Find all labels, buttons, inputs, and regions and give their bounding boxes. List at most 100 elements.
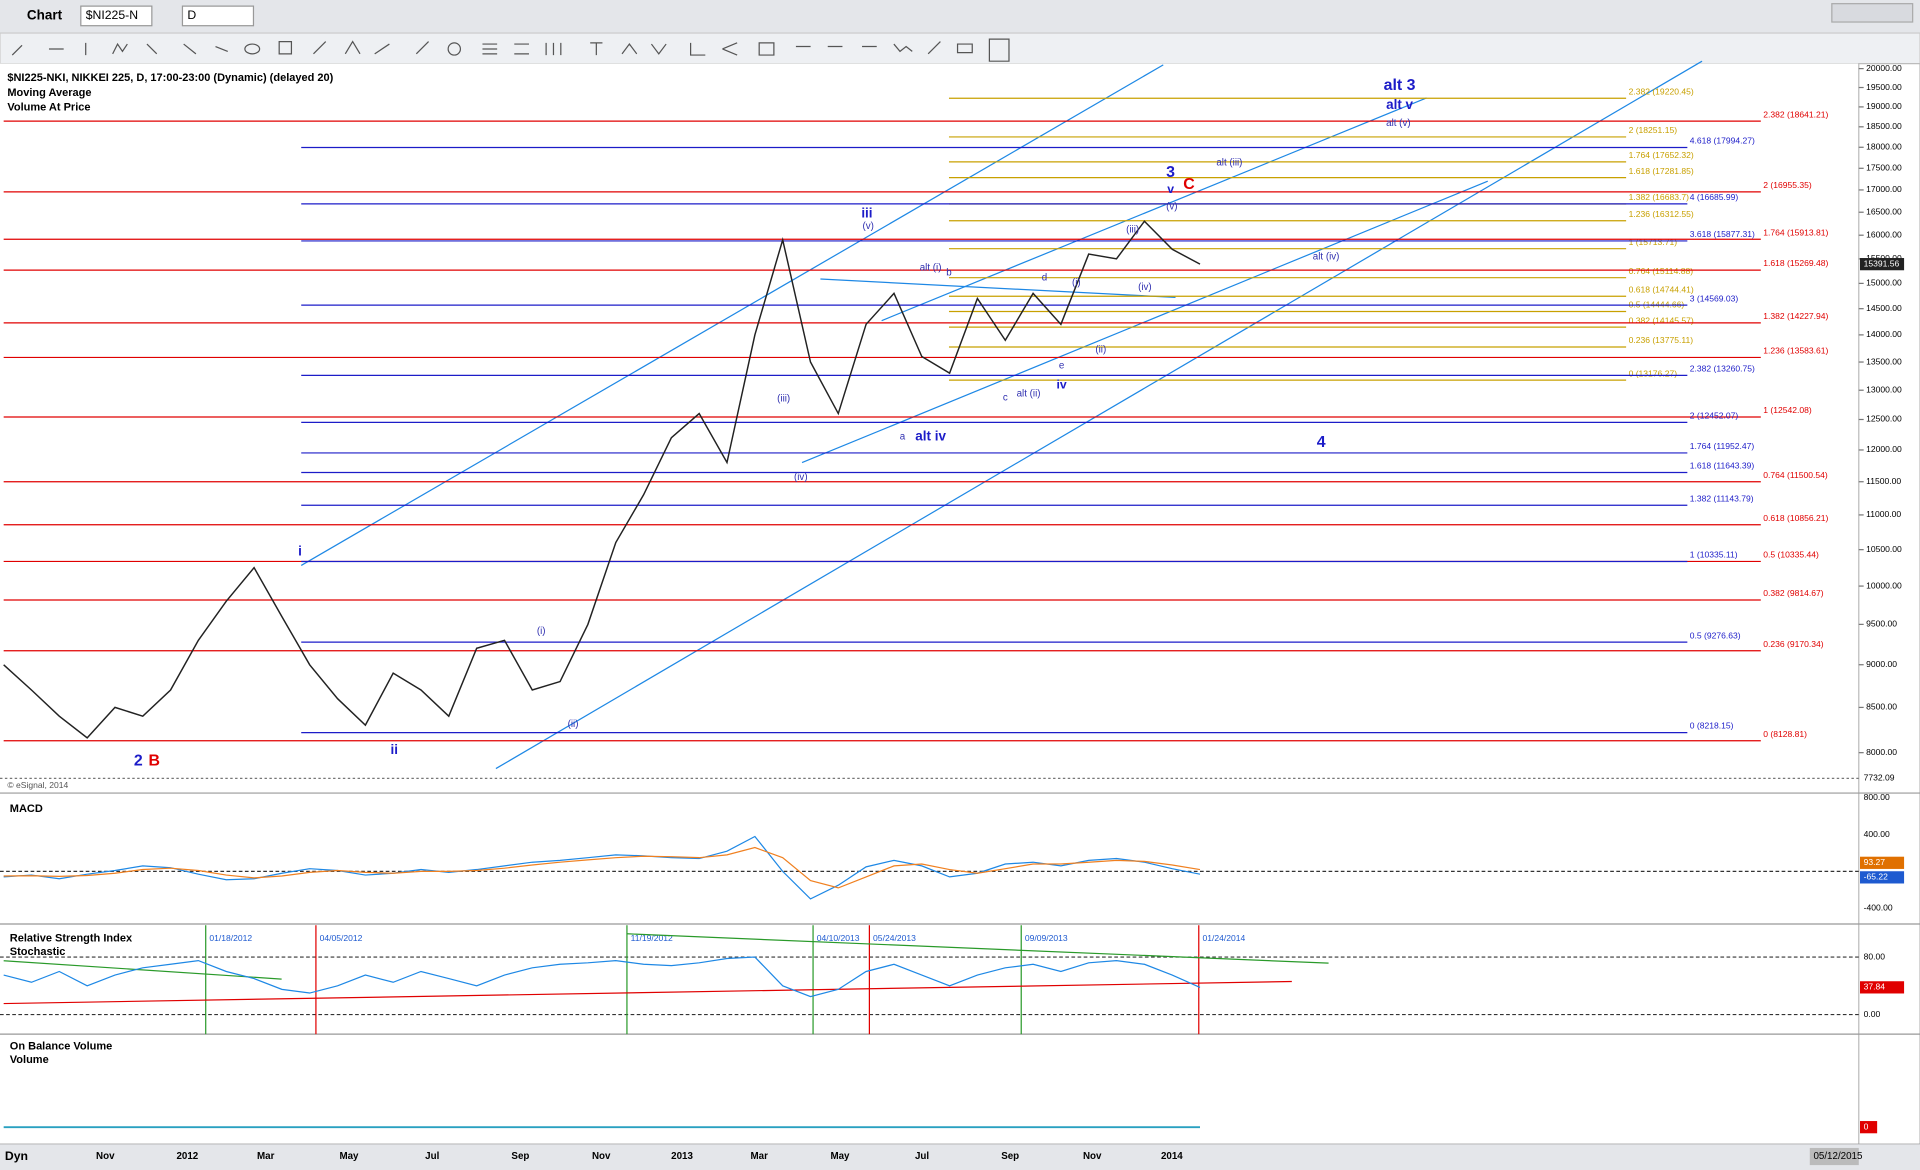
fib-label: 0.382 (9814.67)	[1763, 588, 1824, 598]
wave-label: (iii)	[1126, 225, 1139, 236]
symbol-box[interactable]	[80, 5, 153, 27]
fib-label: 0.764 (15114.88)	[1629, 266, 1694, 276]
price-tick-label: 14000.00	[1866, 329, 1902, 339]
price-tick-label: 17000.00	[1866, 184, 1902, 194]
price-tick-label: 14500.00	[1866, 303, 1902, 313]
pane-title: Relative Strength Index	[10, 933, 133, 945]
chart-header: Moving Average	[7, 87, 91, 99]
wave-label: (iv)	[1138, 282, 1152, 293]
time-label: Nov	[592, 1151, 611, 1162]
symbol[interactable]: $NI225-N	[86, 8, 138, 22]
wave-label: 2	[134, 752, 143, 769]
wave-label: alt iv	[915, 428, 946, 443]
window-title: Chart	[27, 7, 63, 22]
fib-label: 2 (18251.15)	[1629, 125, 1678, 135]
price-box-label: -65.22	[1864, 872, 1888, 882]
wave-label: c	[1003, 392, 1008, 403]
rsi-line	[3, 956, 1201, 998]
wave-label: alt (v)	[1386, 118, 1410, 129]
wave-label: (iv)	[794, 472, 808, 483]
price-tick-label: 17500.00	[1866, 163, 1902, 173]
price-tick-label: 19000.00	[1866, 101, 1902, 111]
fib-label: 0.5 (9276.63)	[1690, 630, 1741, 640]
wave-label: C	[1183, 176, 1195, 193]
macd-tick-label: 400.00	[1864, 829, 1890, 839]
time-axis	[0, 1144, 1920, 1170]
marker-date: 05/24/2013	[873, 933, 916, 943]
price-box	[1860, 1121, 1878, 1134]
copyright: © eSignal, 2014	[7, 780, 68, 790]
marker-date: 01/24/2014	[1202, 933, 1245, 943]
pane-separators	[0, 792, 1920, 1145]
fib-label: 0.236 (9170.34)	[1763, 639, 1824, 649]
interval[interactable]: D	[187, 8, 196, 22]
wave-label: 3	[1166, 164, 1175, 181]
fib-label: 1.236 (16312.55)	[1629, 209, 1694, 219]
fib-label: 0 (8218.15)	[1690, 721, 1734, 731]
time-label: Nov	[1083, 1151, 1102, 1162]
rsi-tick-label: 80.00	[1864, 951, 1886, 961]
wave-label: alt (i)	[920, 263, 942, 274]
toolbar-icons[interactable]	[11, 38, 1010, 62]
mode[interactable]: Dyn	[5, 1149, 28, 1163]
fib-label: 1.618 (17281.85)	[1629, 166, 1694, 176]
fib-label: 2.382 (19220.45)	[1629, 86, 1694, 96]
window-controls[interactable]	[1831, 3, 1914, 23]
wave-label: (i)	[1072, 277, 1081, 288]
fib-label: 0.382 (14145.57)	[1629, 315, 1694, 325]
time-label: Jul	[425, 1151, 439, 1162]
macd-tick-label: -400.00	[1864, 902, 1893, 912]
price-tick-label: 18000.00	[1866, 142, 1902, 152]
wave-label: alt (iii)	[1216, 157, 1242, 168]
time-label: May	[339, 1151, 359, 1162]
fib-label: 3.618 (15877.31)	[1690, 229, 1755, 239]
macd-tick-label: 800.00	[1864, 792, 1890, 802]
pane-title: Volume	[10, 1054, 49, 1066]
fib-label: 0.236 (13775.11)	[1629, 335, 1694, 345]
time-label: Mar	[750, 1151, 768, 1162]
time-label: 2012	[176, 1151, 198, 1162]
end-date: 05/12/2015	[1813, 1151, 1863, 1162]
chart-header: Volume At Price	[7, 102, 90, 114]
obv-label: 0	[1864, 1121, 1869, 1131]
wave-label: (v)	[862, 221, 873, 232]
price-tick-label: 12000.00	[1866, 444, 1902, 454]
price-box	[1860, 871, 1905, 884]
price-axis	[1858, 63, 1920, 1147]
date-box	[1809, 1147, 1859, 1166]
marker-date: 04/10/2013	[817, 933, 860, 943]
wave-label: b	[946, 268, 952, 279]
trend-line	[626, 933, 1329, 964]
rsi-tick-label: 0.00	[1864, 1009, 1881, 1019]
fib-label: 1.764 (17652.32)	[1629, 150, 1694, 160]
fib-label: 1 (12542.08)	[1763, 405, 1812, 415]
wave-label: (i)	[537, 626, 546, 637]
pane-title: On Balance Volume	[10, 1040, 113, 1052]
wave-label: a	[900, 432, 906, 443]
price-tick-label: 20000.00	[1866, 63, 1902, 73]
wave-label: v	[1167, 182, 1174, 196]
wave-label: (v)	[1166, 201, 1177, 212]
fib-label: 1.618 (11643.39)	[1690, 461, 1755, 471]
fib-label: 2.382 (18641.21)	[1763, 109, 1828, 119]
time-label: 2013	[671, 1151, 693, 1162]
chart-header: $NI225-NKI, NIKKEI 225, D, 17:00-23:00 (…	[7, 72, 333, 84]
wave-label: i	[298, 544, 302, 559]
pane-title: Stochastic	[10, 946, 66, 958]
wave-label: B	[149, 752, 161, 769]
marker-date: 09/09/2013	[1025, 933, 1068, 943]
fib-label: 2 (12452.07)	[1690, 411, 1739, 421]
low-label: 7732.09	[1864, 772, 1895, 782]
fib-label: 1.236 (13583.61)	[1763, 346, 1828, 356]
price-tick-label: 8500.00	[1866, 702, 1897, 712]
toolbar	[0, 32, 1920, 65]
wave-label: iv	[1057, 378, 1067, 392]
fib-label: 1.382 (16683.7)	[1629, 192, 1690, 202]
trend-line	[3, 960, 282, 980]
interval-box[interactable]	[181, 5, 255, 27]
fib-label: 1.382 (11143.79)	[1690, 493, 1754, 503]
price-box-label: 37.84	[1864, 982, 1886, 992]
time-label: Mar	[257, 1151, 275, 1162]
